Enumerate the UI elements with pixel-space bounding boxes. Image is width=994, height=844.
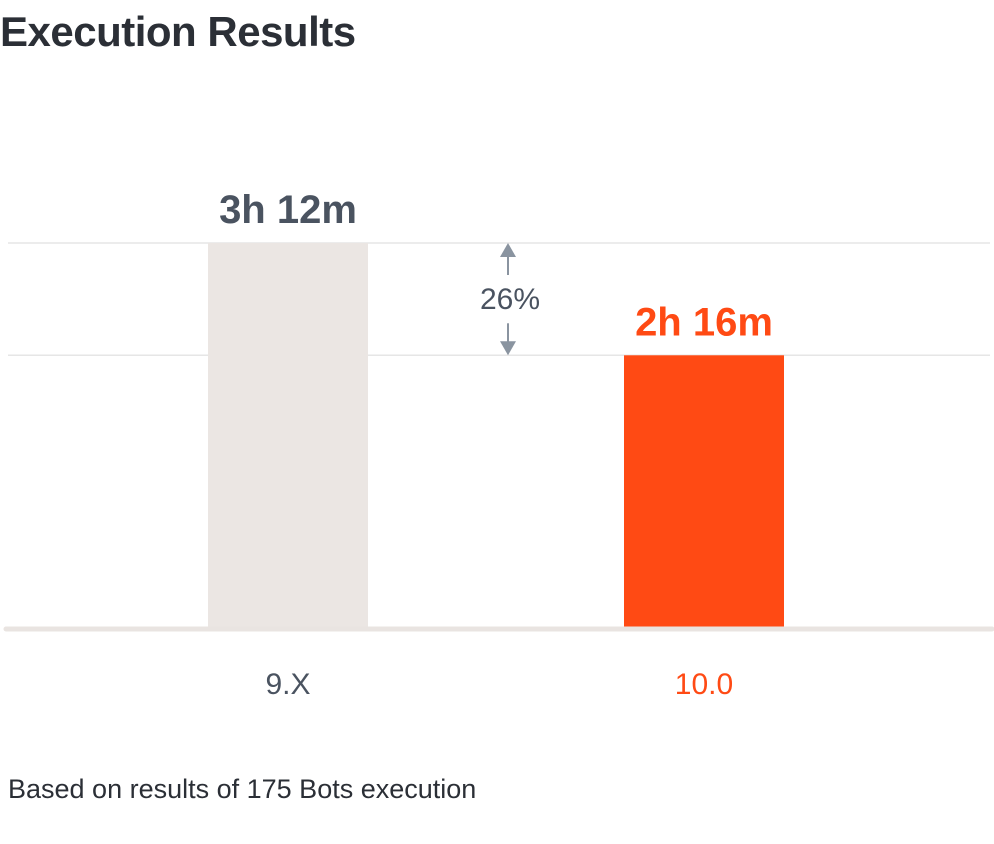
category-label-1: 10.0 <box>675 668 733 701</box>
diff-arrow-down-head <box>500 341 516 356</box>
diff-percent-label: 26% <box>480 283 540 316</box>
bar-0 <box>208 243 368 628</box>
chart-title: Execution Results <box>0 8 356 55</box>
chart-footnote: Based on results of 175 Bots execution <box>8 774 477 804</box>
category-label-0: 9.X <box>265 668 310 701</box>
bar-1 <box>624 355 784 628</box>
diff-arrow-up-head <box>500 243 516 257</box>
value-label-0: 3h 12m <box>219 188 357 232</box>
value-label-1: 2h 16m <box>635 300 773 344</box>
